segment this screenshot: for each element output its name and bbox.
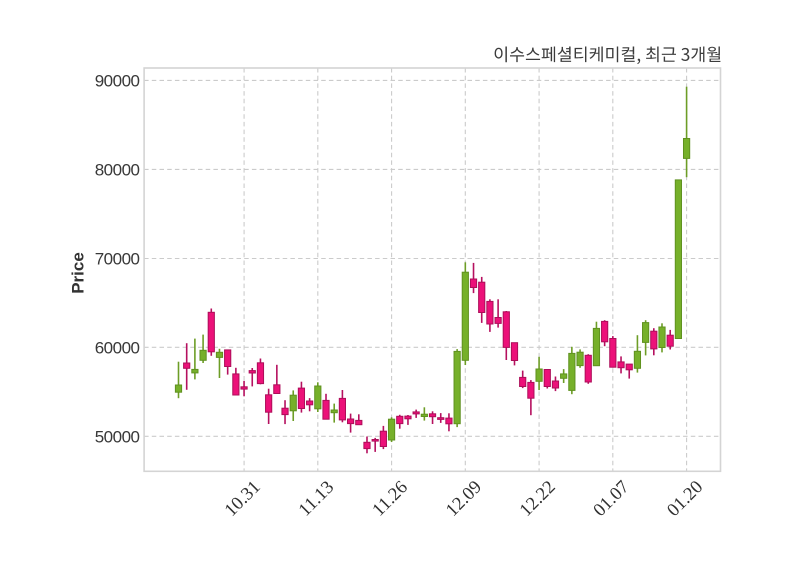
svg-text:70000: 70000: [95, 250, 140, 269]
svg-text:80000: 80000: [95, 161, 140, 180]
svg-text:Price: Price: [69, 252, 88, 294]
svg-text:60000: 60000: [95, 338, 140, 357]
svg-text:90000: 90000: [95, 72, 140, 91]
svg-text:50000: 50000: [95, 427, 140, 446]
